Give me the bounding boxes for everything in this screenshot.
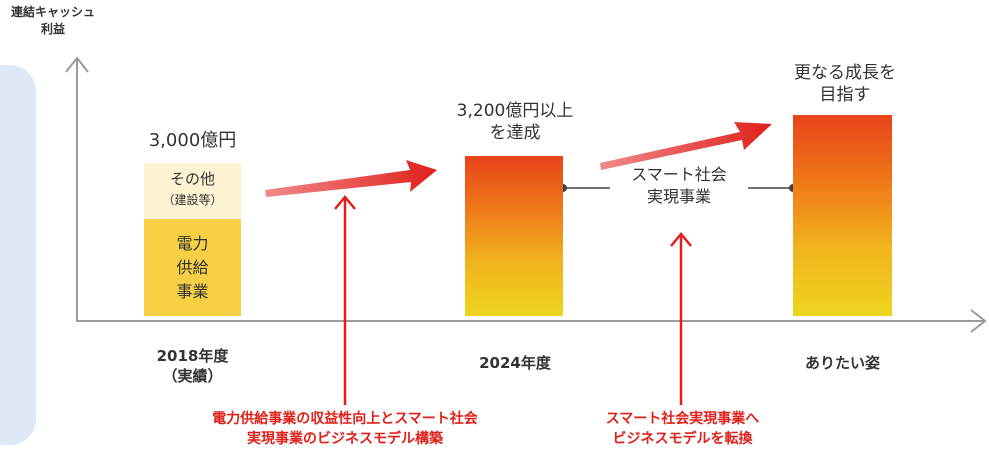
bar-2024	[465, 156, 563, 316]
y-axis-arrow-icon	[65, 56, 89, 73]
annotation-right: スマート社会実現事業へ ビジネスモデルを転換	[570, 409, 795, 449]
x-label-2018-line2: （実績）	[162, 367, 223, 385]
bar-future-label-line1: 更なる成長を	[794, 63, 896, 83]
x-label-future: ありたい姿	[804, 354, 880, 372]
growth-arrow-2-icon	[600, 122, 772, 170]
x-label-2018-line1: 2018年度	[156, 347, 229, 365]
y-axis-title-line2: 利益	[40, 22, 65, 36]
annotation-left-line2: 実現事業のビジネスモデル構築	[247, 431, 443, 447]
segment-power-line2: 供給	[176, 258, 209, 277]
y-axis-title: 連結キャッシュ 利益	[10, 4, 96, 38]
segment-power-label: 電力 供給 事業	[144, 232, 241, 304]
connector-label-line1: スマート社会	[631, 165, 727, 184]
annotation-right-line1: スマート社会実現事業へ	[605, 411, 760, 427]
bar-2024-label-line1: 3,200億円以上	[456, 101, 574, 121]
bar-future-label-line2: 目指す	[819, 85, 871, 105]
segment-other-sublabel: （建設等）	[162, 193, 223, 207]
up-arrow-right-icon	[670, 232, 692, 247]
x-label-2024: 2024年度	[479, 354, 551, 372]
bar-2018-segment-other	[144, 163, 241, 219]
annotation-left: 電力供給事業の収益性向上とスマート社会 実現事業のビジネスモデル構築	[130, 409, 560, 449]
connector-label-line2: 実現事業	[646, 187, 711, 206]
bar-2018-value-label: 3,000億円	[148, 130, 237, 151]
segment-power-line1: 電力	[176, 234, 209, 253]
annotation-left-line1: 電力供給事業の収益性向上とスマート社会	[212, 411, 478, 427]
segment-power-line3: 事業	[176, 282, 209, 301]
growth-arrow-1-icon	[265, 160, 437, 197]
annotation-right-line2: ビジネスモデルを転換	[612, 431, 753, 447]
segment-other-label: その他	[169, 170, 215, 188]
connector-label: スマート社会 実現事業	[608, 164, 750, 208]
y-axis-title-line1: 連結キャッシュ	[10, 5, 95, 19]
bar-2018-segment-power	[144, 219, 241, 316]
bar-future	[793, 115, 892, 316]
bar-2024-label-line2: を達成	[489, 123, 541, 143]
bar-2024-label: 3,200億円以上 を達成	[420, 100, 610, 144]
up-arrow-left-icon	[334, 195, 356, 210]
bar-future-label: 更なる成長を 目指す	[755, 62, 935, 106]
x-axis-arrow-icon	[970, 309, 987, 333]
side-panel	[0, 65, 36, 445]
x-label-2018: 2018年度 （実績）	[130, 346, 255, 386]
